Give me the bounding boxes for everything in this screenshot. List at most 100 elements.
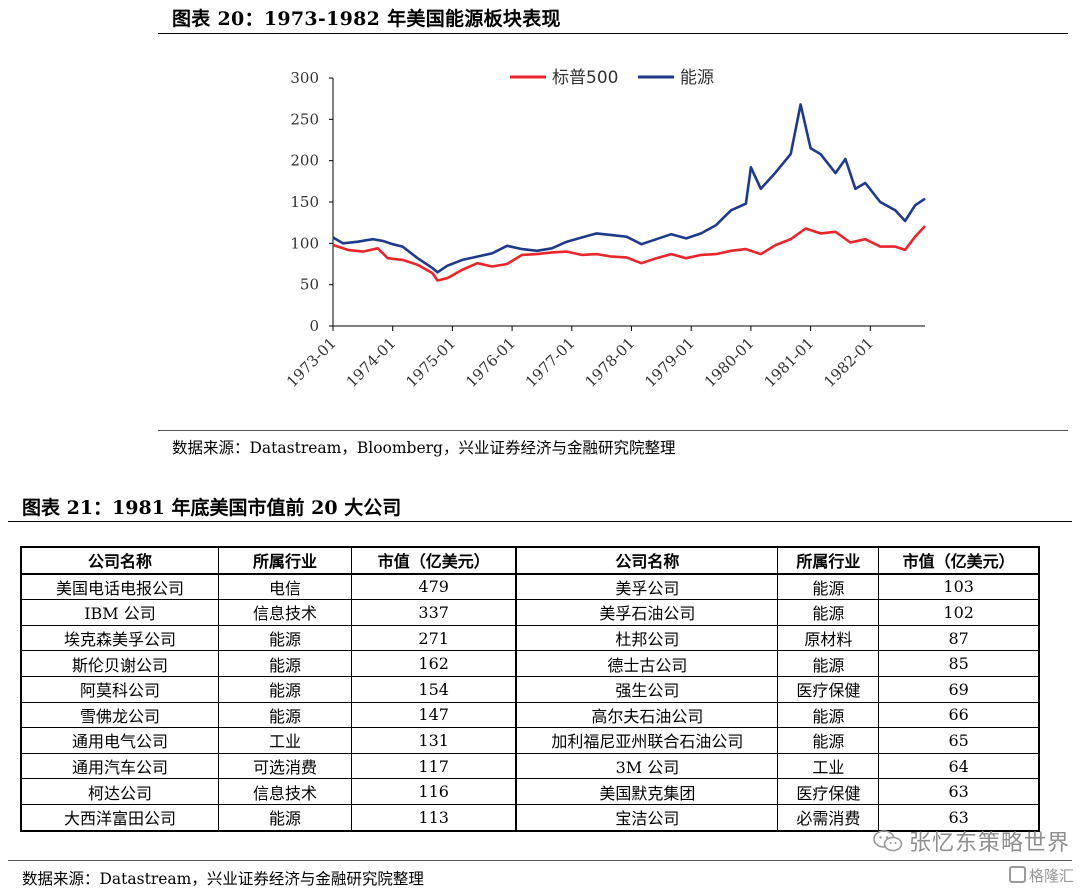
title-rule — [158, 33, 1068, 34]
watermark-text: 张忆东策略世界 — [908, 831, 1070, 856]
chart-bottom-rule — [158, 430, 1068, 431]
cell-market-cap-right: 63 — [878, 778, 1040, 805]
header-market-cap-left: 市值（亿美元） — [350, 546, 517, 575]
y-tick-label: 0 — [309, 317, 319, 335]
y-tick-label: 200 — [290, 152, 319, 170]
x-tick-label: 1981-01 — [761, 334, 818, 391]
series-line-energy — [332, 103, 926, 274]
table-row: 埃克森美孚公司 能源 271 杜邦公司 原材料 87 — [20, 624, 1040, 652]
cell-company-name-right: 美国默克集团 — [515, 778, 779, 805]
y-tick-label: 100 — [290, 234, 319, 252]
y-tick-label: 150 — [290, 193, 319, 211]
cell-industry-right: 必需消费 — [777, 803, 880, 832]
table-row: 柯达公司 信息技术 116 美国默克集团 医疗保健 63 — [20, 778, 1040, 805]
cell-market-cap-right: 69 — [878, 675, 1040, 703]
cell-company-name-left: 通用汽车公司 — [20, 752, 219, 780]
table-header-row: 公司名称 所属行业 市值（亿美元） 公司名称 所属行业 市值（亿美元） — [20, 546, 1040, 575]
y-tick-label: 250 — [290, 110, 319, 128]
x-tick-label: 1973-01 — [283, 334, 340, 391]
table-row: 通用汽车公司 可选消费 117 3M 公司 工业 64 — [20, 752, 1040, 780]
figure-1-source: 数据来源：Datastream，Bloomberg，兴业证券经济与金融研究院整理 — [172, 439, 676, 457]
cell-market-cap-right: 85 — [878, 650, 1040, 677]
x-tick-label: 1979-01 — [641, 334, 698, 391]
header-company-name-right: 公司名称 — [515, 546, 779, 575]
series-line-sp500 — [332, 225, 926, 282]
wechat-icon — [873, 830, 903, 852]
cell-company-name-right: 美孚公司 — [515, 573, 779, 601]
cell-market-cap-left: 116 — [350, 778, 517, 805]
y-tick-label: 50 — [300, 276, 319, 294]
watermark: 张忆东策略世界 — [873, 825, 1070, 857]
x-tick-label: 1976-01 — [462, 334, 519, 391]
cell-market-cap-right: 87 — [878, 624, 1040, 652]
figure-2-source: 数据来源：Datastream，兴业证券经济与金融研究院整理 — [22, 870, 424, 888]
legend-label-sp500: 标普500 — [552, 68, 618, 88]
cell-company-name-left: IBM 公司 — [20, 599, 219, 626]
header-market-cap-right: 市值（亿美元） — [878, 546, 1040, 575]
cell-market-cap-right: 103 — [878, 573, 1040, 601]
y-tick-label: 300 — [290, 69, 319, 87]
cell-industry-right: 原材料 — [777, 624, 880, 652]
cell-market-cap-left: 337 — [350, 599, 517, 626]
cell-company-name-left: 美国电话电报公司 — [20, 573, 219, 601]
cell-market-cap-left: 162 — [350, 650, 517, 677]
cell-market-cap-left: 147 — [350, 701, 517, 729]
cell-company-name-left: 大西洋富田公司 — [20, 803, 219, 832]
cell-company-name-right: 德士古公司 — [515, 650, 779, 677]
table-row: 通用电气公司 工业 131 加利福尼亚州联合石油公司 能源 65 — [20, 727, 1040, 754]
table-bottom-rule — [8, 860, 1072, 861]
cell-company-name-right: 宝洁公司 — [515, 803, 779, 832]
cell-industry-left: 工业 — [217, 727, 352, 754]
header-industry-right: 所属行业 — [777, 546, 880, 575]
table-row: 美国电话电报公司 电信 479 美孚公司 能源 103 — [20, 573, 1040, 601]
cell-industry-left: 信息技术 — [217, 599, 352, 626]
cell-industry-left: 电信 — [217, 573, 352, 601]
figure-1-title: 图表 20：1973-1982 年美国能源板块表现 — [172, 8, 561, 30]
x-tick-label: 1975-01 — [402, 334, 459, 391]
cell-company-name-right: 强生公司 — [515, 675, 779, 703]
watermark-logo-text: 格隆汇 — [1028, 867, 1074, 885]
cell-industry-left: 信息技术 — [217, 778, 352, 805]
cell-industry-right: 能源 — [777, 701, 880, 729]
gelonghui-logo-icon — [1008, 866, 1026, 883]
table-row: 大西洋富田公司 能源 113 宝洁公司 必需消费 63 — [20, 803, 1040, 832]
cell-company-name-right: 3M 公司 — [515, 752, 779, 780]
x-tick-label: 1982-01 — [820, 334, 877, 391]
watermark-logo: 格隆汇 — [1008, 865, 1074, 886]
cell-industry-right: 能源 — [777, 599, 880, 626]
x-tick-label: 1980-01 — [701, 334, 758, 391]
header-industry-left: 所属行业 — [217, 546, 352, 575]
cell-industry-left: 可选消费 — [217, 752, 352, 780]
cell-industry-right: 医疗保健 — [777, 675, 880, 703]
cell-market-cap-right: 66 — [878, 701, 1040, 729]
cell-company-name-left: 斯伦贝谢公司 — [20, 650, 219, 677]
cell-industry-right: 能源 — [777, 727, 880, 754]
cell-industry-right: 能源 — [777, 650, 880, 677]
cell-market-cap-right: 102 — [878, 599, 1040, 626]
cell-market-cap-left: 131 — [350, 727, 517, 754]
cell-industry-right: 工业 — [777, 752, 880, 780]
cell-market-cap-left: 113 — [350, 803, 517, 832]
cell-industry-right: 医疗保健 — [777, 778, 880, 805]
cell-industry-left: 能源 — [217, 675, 352, 703]
cell-company-name-left: 埃克森美孚公司 — [20, 624, 219, 652]
cell-company-name-right: 杜邦公司 — [515, 624, 779, 652]
cell-company-name-left: 通用电气公司 — [20, 727, 219, 754]
legend-label-energy: 能源 — [680, 68, 714, 88]
cell-company-name-left: 柯达公司 — [20, 778, 219, 805]
cell-market-cap-left: 479 — [350, 573, 517, 601]
table-row: 雪佛龙公司 能源 147 高尔夫石油公司 能源 66 — [20, 701, 1040, 729]
title-rule-2 — [8, 521, 1072, 522]
cell-company-name-right: 高尔夫石油公司 — [515, 701, 779, 729]
cell-industry-right: 能源 — [777, 573, 880, 601]
x-tick-label: 1974-01 — [343, 334, 400, 391]
top-20-companies-table: 公司名称 所属行业 市值（亿美元） 公司名称 所属行业 市值（亿美元） 美国电话… — [20, 546, 1040, 832]
cell-industry-left: 能源 — [217, 624, 352, 652]
cell-industry-left: 能源 — [217, 701, 352, 729]
cell-company-name-right: 美孚石油公司 — [515, 599, 779, 626]
table-row: 斯伦贝谢公司 能源 162 德士古公司 能源 85 — [20, 650, 1040, 677]
cell-market-cap-right: 65 — [878, 727, 1040, 754]
cell-market-cap-left: 271 — [350, 624, 517, 652]
cell-company-name-left: 雪佛龙公司 — [20, 701, 219, 729]
